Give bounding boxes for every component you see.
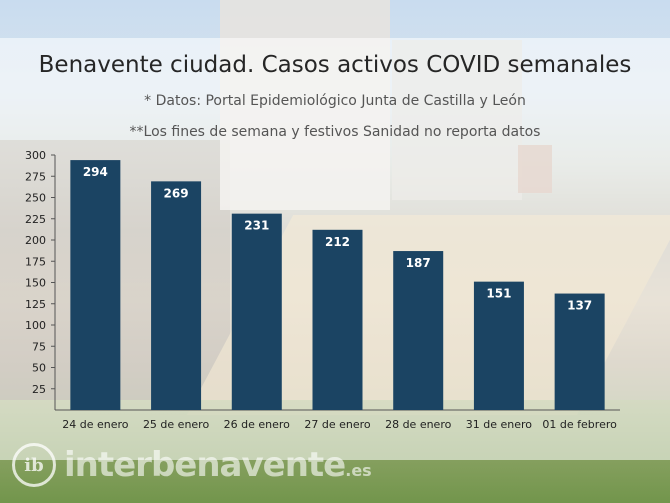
logo-site-name: interbenavente.es	[64, 445, 372, 485]
bar	[70, 160, 121, 410]
logo-site-name-text: interbenavente	[64, 445, 346, 485]
y-tick-label: 300	[25, 149, 46, 162]
logo-domain-suffix: .es	[345, 461, 372, 480]
chart-title: Benavente ciudad. Casos activos COVID se…	[38, 52, 632, 78]
bar	[473, 281, 524, 410]
bar	[231, 213, 282, 410]
y-tick-label: 225	[25, 213, 46, 226]
bar-data-label: 231	[244, 219, 269, 233]
x-tick-label: 25 de enero	[143, 418, 210, 431]
y-tick-label: 75	[32, 340, 46, 353]
y-tick-label: 100	[25, 319, 46, 332]
bar-data-label: 151	[486, 287, 511, 301]
x-tick-label: 27 de enero	[304, 418, 371, 431]
y-tick-label: 275	[25, 170, 46, 183]
chart-subtitle: * Datos: Portal Epidemiológico Junta de …	[144, 93, 526, 109]
bar	[393, 251, 444, 410]
x-tick-label: 31 de enero	[466, 418, 533, 431]
x-tick-label: 24 de enero	[62, 418, 129, 431]
bar-data-label: 137	[567, 299, 592, 313]
chart-note: **Los fines de semana y festivos Sanidad…	[129, 124, 541, 140]
bar	[554, 293, 605, 410]
y-tick-label: 25	[32, 383, 46, 396]
bar-data-label: 269	[164, 186, 189, 200]
x-tick-label: 28 de enero	[385, 418, 452, 431]
y-tick-label: 125	[25, 298, 46, 311]
y-tick-label: 150	[25, 277, 46, 290]
bar	[312, 229, 363, 410]
bar-data-label: 187	[406, 256, 431, 270]
bar	[151, 181, 202, 410]
x-tick-label: 01 de febrero	[542, 418, 617, 431]
watermark-logo: ib interbenavente.es	[12, 440, 372, 490]
y-tick-label: 175	[25, 255, 46, 268]
y-tick-label: 200	[25, 234, 46, 247]
logo-mark-text: ib	[24, 454, 44, 476]
y-tick-label: 50	[32, 362, 46, 375]
y-tick-label: 250	[25, 192, 46, 205]
x-tick-label: 26 de enero	[224, 418, 291, 431]
bar-data-label: 212	[325, 235, 350, 249]
logo-mark-icon: ib	[12, 443, 56, 487]
bar-data-label: 294	[83, 165, 108, 179]
